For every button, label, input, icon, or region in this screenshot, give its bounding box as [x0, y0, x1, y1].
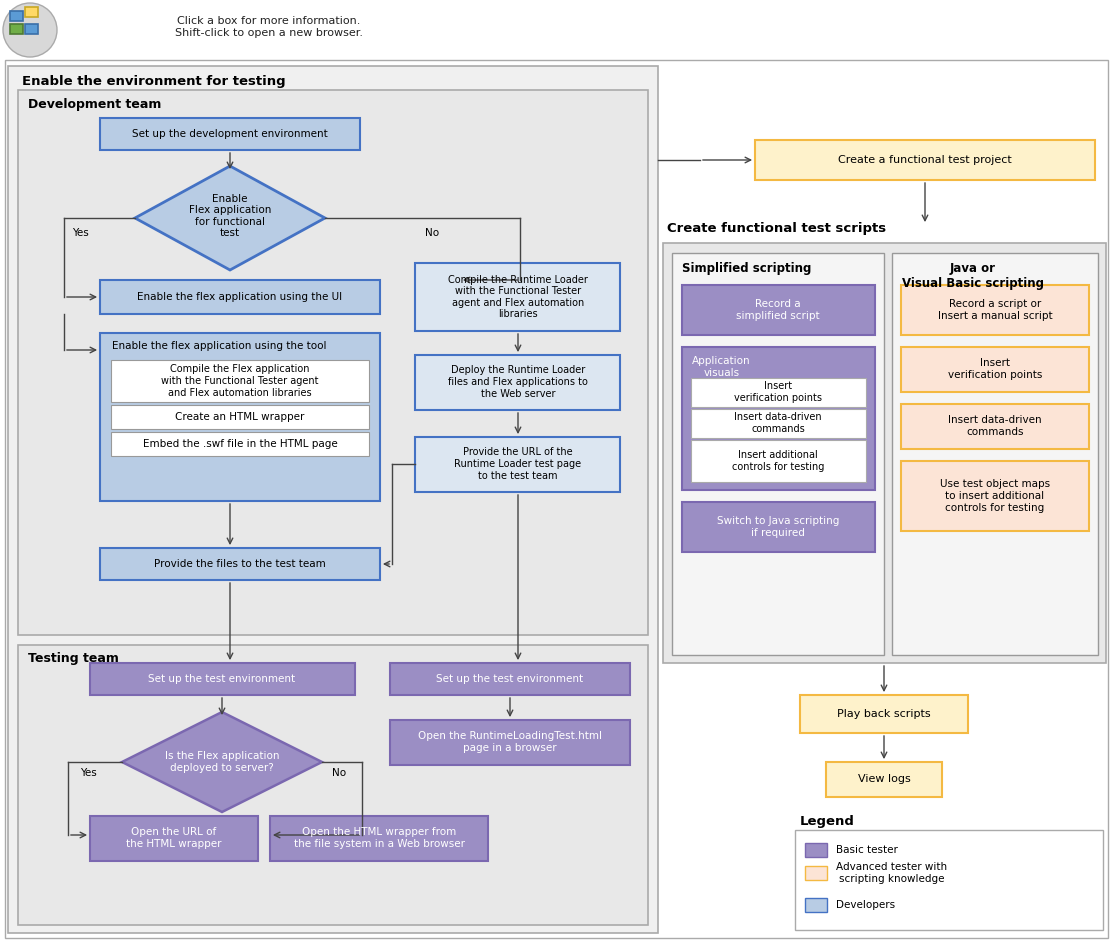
Text: Record a
simplified script: Record a simplified script: [736, 299, 820, 321]
Bar: [691, 378, 866, 407]
Text: Advanced tester with
scripting knowledge: Advanced tester with scripting knowledge: [836, 862, 947, 884]
Bar: [672, 253, 884, 655]
Text: Yes: Yes: [80, 768, 97, 778]
Text: Use test object maps
to insert additional
controls for testing: Use test object maps to insert additiona…: [940, 479, 1050, 513]
Polygon shape: [135, 166, 325, 270]
Bar: [111, 360, 370, 402]
Text: Insert data-driven
commands: Insert data-driven commands: [735, 412, 821, 434]
Polygon shape: [122, 712, 322, 812]
Text: Basic tester: Basic tester: [836, 845, 898, 855]
Text: Create a functional test project: Create a functional test project: [838, 155, 1012, 165]
Text: Application
visuals: Application visuals: [692, 356, 750, 377]
Text: Insert data-driven
commands: Insert data-driven commands: [948, 415, 1042, 437]
Bar: [795, 830, 1103, 930]
Text: Provide the URL of the
Runtime Loader test page
to the test team: Provide the URL of the Runtime Loader te…: [454, 447, 582, 481]
Bar: [691, 440, 866, 482]
Bar: [111, 432, 370, 456]
Bar: [902, 461, 1089, 531]
Text: Enable the environment for testing: Enable the environment for testing: [22, 75, 286, 88]
Bar: [90, 816, 258, 861]
Text: View logs: View logs: [858, 774, 910, 784]
Text: Click a box for more information.
Shift-click to open a new browser.: Click a box for more information. Shift-…: [175, 16, 363, 38]
Bar: [663, 243, 1106, 663]
Text: Insert additional
controls for testing: Insert additional controls for testing: [732, 450, 825, 472]
Bar: [18, 645, 648, 925]
Text: Insert
verification points: Insert verification points: [948, 358, 1042, 380]
Text: Deploy the Runtime Loader
files and Flex applications to
the Web server: Deploy the Runtime Loader files and Flex…: [449, 365, 588, 399]
Text: Enable the flex application using the tool: Enable the flex application using the to…: [112, 341, 326, 351]
Text: Create functional test scripts: Create functional test scripts: [667, 222, 886, 235]
Bar: [805, 843, 827, 857]
Bar: [100, 118, 359, 150]
Bar: [415, 437, 620, 492]
Circle shape: [3, 3, 57, 57]
Bar: [10, 24, 23, 34]
Text: No: No: [332, 768, 346, 778]
Bar: [691, 409, 866, 438]
Bar: [902, 347, 1089, 392]
Bar: [902, 285, 1089, 335]
Bar: [755, 140, 1095, 180]
Text: Open the HTML wrapper from
the file system in a Web browser: Open the HTML wrapper from the file syst…: [294, 827, 464, 849]
Bar: [892, 253, 1099, 655]
Bar: [10, 11, 23, 21]
Bar: [24, 24, 38, 34]
Bar: [390, 720, 630, 765]
Bar: [902, 404, 1089, 449]
Bar: [805, 898, 827, 912]
Text: Testing team: Testing team: [28, 652, 119, 665]
Bar: [270, 816, 487, 861]
Text: Enable the flex application using the UI: Enable the flex application using the UI: [137, 292, 343, 302]
Bar: [100, 548, 380, 580]
Bar: [415, 263, 620, 331]
Bar: [800, 695, 968, 733]
Text: Development team: Development team: [28, 98, 161, 111]
Text: Compile the Runtime Loader
with the Functional Tester
agent and Flex automation
: Compile the Runtime Loader with the Func…: [449, 274, 588, 320]
Text: No: No: [425, 228, 440, 238]
Text: Record a script or
Insert a manual script: Record a script or Insert a manual scrip…: [937, 299, 1052, 321]
Bar: [90, 663, 355, 695]
Text: Is the Flex application
deployed to server?: Is the Flex application deployed to serv…: [165, 752, 279, 773]
Text: Set up the test environment: Set up the test environment: [148, 674, 296, 684]
Text: Simplified scripting: Simplified scripting: [682, 262, 811, 275]
Text: Play back scripts: Play back scripts: [837, 709, 930, 719]
Text: Compile the Flex application
with the Functional Tester agent
and Flex automatio: Compile the Flex application with the Fu…: [161, 364, 318, 398]
Bar: [8, 66, 658, 933]
Text: Insert
verification points: Insert verification points: [733, 381, 823, 403]
Bar: [100, 280, 380, 314]
Text: Open the URL of
the HTML wrapper: Open the URL of the HTML wrapper: [126, 827, 221, 849]
Text: Embed the .swf file in the HTML page: Embed the .swf file in the HTML page: [142, 439, 337, 449]
Bar: [111, 405, 370, 429]
Text: Legend: Legend: [800, 815, 855, 828]
Text: Yes: Yes: [72, 228, 89, 238]
Bar: [24, 7, 38, 17]
Bar: [682, 285, 875, 335]
Bar: [390, 663, 630, 695]
Bar: [682, 502, 875, 552]
Text: Set up the development environment: Set up the development environment: [132, 129, 328, 139]
Text: Set up the test environment: Set up the test environment: [436, 674, 583, 684]
Bar: [805, 866, 827, 880]
Text: Create an HTML wrapper: Create an HTML wrapper: [176, 412, 305, 422]
Text: Java or
Visual Basic scripting: Java or Visual Basic scripting: [902, 262, 1044, 290]
Bar: [826, 762, 942, 797]
Text: Enable
Flex application
for functional
test: Enable Flex application for functional t…: [189, 193, 272, 239]
Text: Developers: Developers: [836, 900, 895, 910]
Bar: [682, 347, 875, 490]
Bar: [415, 355, 620, 410]
Text: Provide the files to the test team: Provide the files to the test team: [154, 559, 326, 569]
Text: Switch to Java scripting
if required: Switch to Java scripting if required: [717, 516, 839, 538]
Text: Open the RuntimeLoadingTest.html
page in a browser: Open the RuntimeLoadingTest.html page in…: [418, 731, 602, 753]
Bar: [18, 90, 648, 635]
Bar: [100, 333, 380, 501]
